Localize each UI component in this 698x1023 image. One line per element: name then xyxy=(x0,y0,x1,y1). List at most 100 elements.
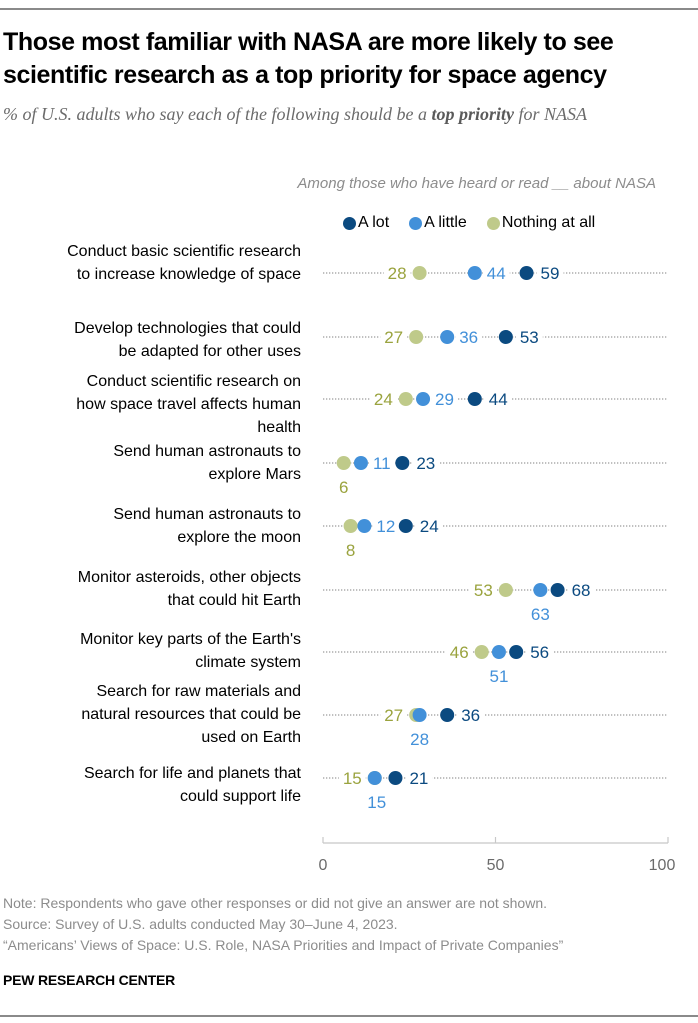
label-halo xyxy=(526,643,554,662)
dot-a-lot xyxy=(395,456,410,470)
dot-nothing-at-all xyxy=(498,583,513,597)
row-label: Develop technologies that could be adapte… xyxy=(74,317,301,363)
source: Source: Survey of U.S. adults conducted … xyxy=(3,916,398,932)
value-label-a-lot: 24 xyxy=(420,517,439,536)
dot-a-lot xyxy=(519,266,534,280)
dot-a-little xyxy=(353,456,368,470)
row-label-line: used on Earth xyxy=(201,729,301,746)
value-label-a-little: 51 xyxy=(489,667,508,686)
value-label-a-lot: 56 xyxy=(530,643,549,662)
row-label-line: Conduct basic scientific research xyxy=(67,243,301,260)
value-label-a-lot: 44 xyxy=(489,390,508,409)
legend-item-a-little: A little xyxy=(409,214,467,232)
subtitle-text-end: for NASA xyxy=(514,104,588,124)
row-label-line: Develop technologies that could xyxy=(74,320,301,337)
row-label-line: Send human astronauts to xyxy=(113,506,301,523)
title-line-1: Those most familiar with NASA are more l… xyxy=(3,28,614,56)
legend-dot-icon xyxy=(343,216,356,230)
dot-a-little xyxy=(533,583,548,597)
label-halo xyxy=(368,454,395,473)
value-label-a-little: 44 xyxy=(487,264,506,283)
label-halo xyxy=(515,328,543,347)
dot-a-lot xyxy=(509,645,524,659)
value-label-nothing-at-all: 24 xyxy=(374,390,393,409)
label-halo xyxy=(415,517,443,536)
label-halo xyxy=(469,581,497,600)
legend: A lot A little Nothing at all xyxy=(343,214,615,232)
row-label-line: how space travel affects human xyxy=(76,396,301,413)
label-halo xyxy=(338,769,366,788)
label-halo xyxy=(363,793,391,812)
row-label-line: Monitor asteroids, other objects xyxy=(77,569,301,586)
row-label-line: climate system xyxy=(195,654,301,671)
label-halo xyxy=(406,730,434,749)
dot-a-lot xyxy=(440,708,455,722)
x-tick-label: 100 xyxy=(649,857,676,874)
value-label-a-lot: 68 xyxy=(572,581,591,600)
bottom-rule xyxy=(0,1015,698,1017)
top-rule xyxy=(0,8,698,10)
label-halo xyxy=(485,667,513,686)
row-label-line: that could hit Earth xyxy=(167,592,301,609)
value-label-a-little: 12 xyxy=(376,517,395,536)
value-label-a-lot: 23 xyxy=(416,454,435,473)
title-line-2: scientific research as a top priority fo… xyxy=(3,61,607,89)
label-halo xyxy=(455,328,483,347)
dot-a-lot xyxy=(398,519,413,533)
value-label-nothing-at-all: 53 xyxy=(474,581,493,600)
legend-dot-icon xyxy=(409,216,423,230)
dot-a-little xyxy=(440,330,455,344)
label-halo xyxy=(334,478,353,497)
value-label-a-lot: 53 xyxy=(520,328,539,347)
row-label-line: Search for raw materials and xyxy=(96,683,301,700)
dot-nothing-at-all xyxy=(474,645,489,659)
dot-nothing-at-all xyxy=(343,519,358,533)
legend-item-nothing-at-all: Nothing at all xyxy=(486,214,595,232)
label-halo xyxy=(383,264,411,283)
value-label-nothing-at-all: 15 xyxy=(343,769,362,788)
value-label-a-little: 63 xyxy=(531,605,550,624)
value-label-nothing-at-all: 8 xyxy=(346,541,355,560)
label-halo xyxy=(380,706,408,725)
dot-a-little xyxy=(367,771,382,785)
value-label-a-lot: 59 xyxy=(541,264,560,283)
value-label-a-lot: 21 xyxy=(409,769,428,788)
label-halo xyxy=(380,328,408,347)
report-title: “Americans’ Views of Space: U.S. Role, N… xyxy=(3,937,564,953)
row-label: Monitor asteroids, other objects that cou… xyxy=(78,566,301,612)
label-halo xyxy=(372,517,400,536)
group-label: Among those who have heard or read __ ab… xyxy=(297,175,656,192)
dot-nothing-at-all xyxy=(412,266,427,280)
subtitle-text: % of U.S. adults who say each of the fol… xyxy=(3,104,432,124)
label-halo xyxy=(536,264,564,283)
row-label-line: natural resources that could be xyxy=(81,706,301,723)
legend-dot-icon xyxy=(486,216,500,230)
value-label-a-lot: 36 xyxy=(461,706,480,725)
dot-nothing-at-all xyxy=(336,456,351,470)
row-label: Conduct scientific research on how space … xyxy=(76,370,301,439)
row-label: Monitor key parts of the Earth's climate … xyxy=(80,628,301,674)
dot-a-little xyxy=(416,392,431,406)
note: Note: Respondents who gave other respons… xyxy=(3,895,547,911)
dot-nothing-at-all xyxy=(398,392,413,406)
pew-logo: PEW RESEARCH CENTER xyxy=(3,972,175,988)
row-label-line: could support life xyxy=(180,788,301,805)
value-label-a-little: 15 xyxy=(367,793,386,812)
legend-item-a-lot: A lot xyxy=(343,214,389,232)
chart-subtitle: % of U.S. adults who say each of the fol… xyxy=(3,100,693,128)
label-halo xyxy=(457,706,485,725)
label-halo xyxy=(405,769,433,788)
row-label-line: explore Mars xyxy=(208,466,301,483)
footer-notes: Note: Respondents who gave other respons… xyxy=(3,893,563,956)
dot-a-little xyxy=(357,519,372,533)
row-label-line: Send human astronauts to xyxy=(113,443,301,460)
legend-label: A lot xyxy=(358,214,390,231)
label-halo xyxy=(431,390,458,409)
x-tick-label: 0 xyxy=(319,857,328,874)
row-label: Search for life and planets that could su… xyxy=(84,762,301,808)
label-halo xyxy=(341,541,360,560)
dot-nothing-at-all xyxy=(409,330,424,344)
dot-a-lot xyxy=(498,330,513,344)
legend-label: A little xyxy=(424,214,467,231)
value-label-nothing-at-all: 28 xyxy=(388,264,407,283)
